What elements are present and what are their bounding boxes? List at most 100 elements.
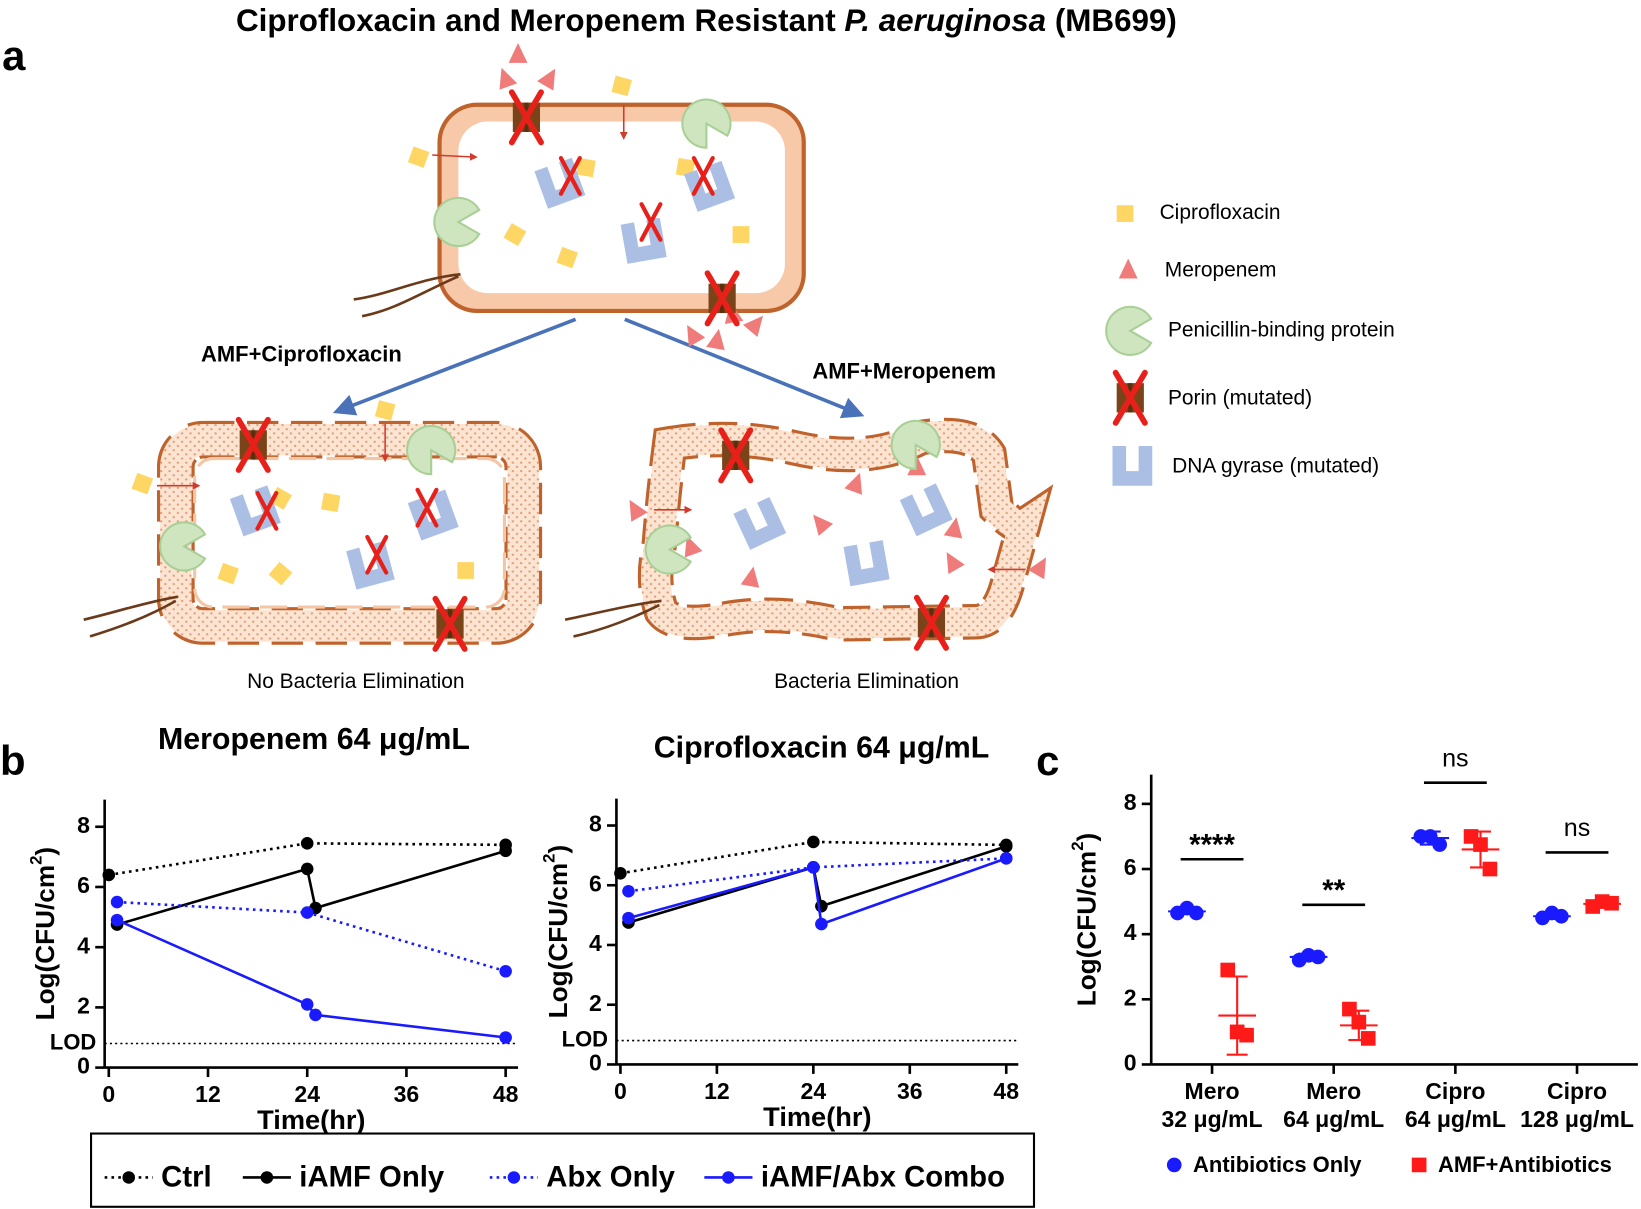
- diagram-cip: [131, 472, 154, 495]
- diagram-cip: [732, 226, 750, 243]
- diagram-cip: [407, 146, 430, 168]
- diagram-cip: [457, 562, 475, 579]
- error-bar: [1591, 900, 1613, 908]
- x-tick-label: 12: [195, 1081, 221, 1107]
- error-bar: [1541, 912, 1563, 920]
- title-text: Ciprofloxacin and Meropenem Resistant: [236, 3, 844, 38]
- outcome-label: No Bacteria Elimination: [247, 670, 464, 693]
- diagram-cip: [1116, 205, 1134, 222]
- panel-label: b: [0, 737, 26, 784]
- legend-label: Abx Only: [546, 1160, 675, 1193]
- panel-label: a: [2, 32, 26, 79]
- y-tick-label: 4: [77, 932, 90, 958]
- diagram-mero: [492, 64, 518, 90]
- data-point: [999, 852, 1013, 865]
- data-point: [499, 844, 512, 858]
- significance-label: **: [1322, 874, 1345, 907]
- bacterium-top: [353, 102, 806, 318]
- x-tick-label: 0: [614, 1078, 627, 1104]
- series-line: [116, 900, 507, 973]
- data-point: [110, 895, 124, 909]
- x-tick-label: 48: [993, 1078, 1019, 1104]
- x-tick-label: 36: [394, 1081, 420, 1107]
- legend-marker: [507, 1171, 521, 1184]
- y-axis-title-close: ): [1071, 833, 1101, 842]
- error-bar: [1176, 907, 1198, 916]
- arrow-label: AMF+Meropenem: [812, 358, 996, 383]
- x-tick-label: 128 μg/mL: [1520, 1106, 1634, 1132]
- legend-label: Antibiotics Only: [1193, 1152, 1362, 1177]
- series-line: [116, 918, 506, 1039]
- data-point: [300, 837, 314, 850]
- significance-label: ns: [1442, 744, 1469, 772]
- diagram-items: [131, 43, 1153, 649]
- legend-marker: [1166, 1157, 1182, 1173]
- data-point: [110, 913, 124, 927]
- data-point: [499, 964, 512, 978]
- data-point: [807, 835, 820, 849]
- data-point: [1220, 962, 1236, 978]
- series-line: [628, 857, 1007, 926]
- y-axis-title: Log(CFU/cm2): [540, 845, 573, 1019]
- y-tick-label: 8: [1124, 789, 1137, 815]
- error-bar: [1298, 952, 1320, 962]
- y-axis-title-close: ): [30, 847, 60, 856]
- diagram-mero: [743, 309, 771, 338]
- x-tick-label: 64 μg/mL: [1283, 1106, 1384, 1132]
- diagram-mero: [706, 327, 729, 351]
- data-point: [614, 867, 627, 880]
- x-tick-label: 24: [801, 1078, 827, 1104]
- y-tick-label: 2: [77, 992, 90, 1018]
- y-axis-title-text: Log(CFU/cm: [30, 865, 60, 1020]
- y-axis-title-sup: 2: [540, 854, 559, 863]
- significance-label: ns: [1564, 814, 1591, 842]
- y-tick-label: 6: [589, 870, 602, 896]
- y-tick-label: 0: [77, 1053, 90, 1079]
- diagram-mero: [508, 43, 528, 63]
- legend-marker: [122, 1171, 136, 1184]
- legend-box: [90, 1132, 1036, 1208]
- legend-label: Penicillin-binding protein: [1168, 318, 1395, 341]
- data-point: [309, 1008, 322, 1022]
- diagram-porin: [1116, 373, 1145, 423]
- y-tick-label: 0: [1124, 1050, 1137, 1076]
- legend-label: AMF+Antibiotics: [1438, 1152, 1612, 1177]
- data-point: [1482, 861, 1498, 877]
- y-axis-title: Log(CFU/cm2): [27, 847, 60, 1021]
- data-point: [1360, 1031, 1376, 1046]
- x-tick-label: 24: [294, 1081, 320, 1107]
- panel-label: c: [1036, 737, 1059, 784]
- data-point: [499, 1031, 512, 1044]
- diagram-pbp: [1105, 305, 1153, 356]
- data-point: [999, 840, 1013, 853]
- diagram-cip: [611, 75, 632, 97]
- x-tick-label: 36: [897, 1078, 923, 1104]
- x-tick-label: 12: [704, 1078, 730, 1104]
- y-axis-title: Log(CFU/cm2): [1068, 833, 1101, 1007]
- process-arrow: [624, 317, 865, 419]
- legend-label: iAMF/Abx Combo: [761, 1160, 1005, 1193]
- diagram-mero: [621, 495, 648, 522]
- legend-label: iAMF Only: [299, 1160, 445, 1193]
- y-axis-title-sup: 2: [27, 856, 46, 865]
- legend-marker: [722, 1171, 735, 1184]
- x-tick-label: 64 μg/mL: [1405, 1106, 1506, 1132]
- error-bar: [1348, 1009, 1370, 1042]
- y-axis-title-close: ): [543, 845, 573, 854]
- x-tick-label: 48: [493, 1081, 519, 1107]
- y-axis-title-text: Log(CFU/cm: [543, 863, 573, 1018]
- lod-label: LOD: [562, 1026, 608, 1051]
- y-tick-label: 2: [1124, 984, 1137, 1010]
- y-tick-label: 6: [77, 872, 90, 898]
- data-point: [300, 998, 314, 1011]
- y-tick-label: 6: [1124, 854, 1137, 880]
- y-tick-label: 8: [77, 812, 90, 838]
- legend-label: DNA gyrase (mutated): [1172, 454, 1379, 477]
- data-point: [1342, 1001, 1357, 1017]
- legend-label: Ctrl: [161, 1160, 211, 1193]
- y-axis-title-text: Log(CFU/cm: [1071, 851, 1101, 1006]
- error-bar: [1226, 975, 1248, 1056]
- drug-entry-arrow: [432, 152, 478, 161]
